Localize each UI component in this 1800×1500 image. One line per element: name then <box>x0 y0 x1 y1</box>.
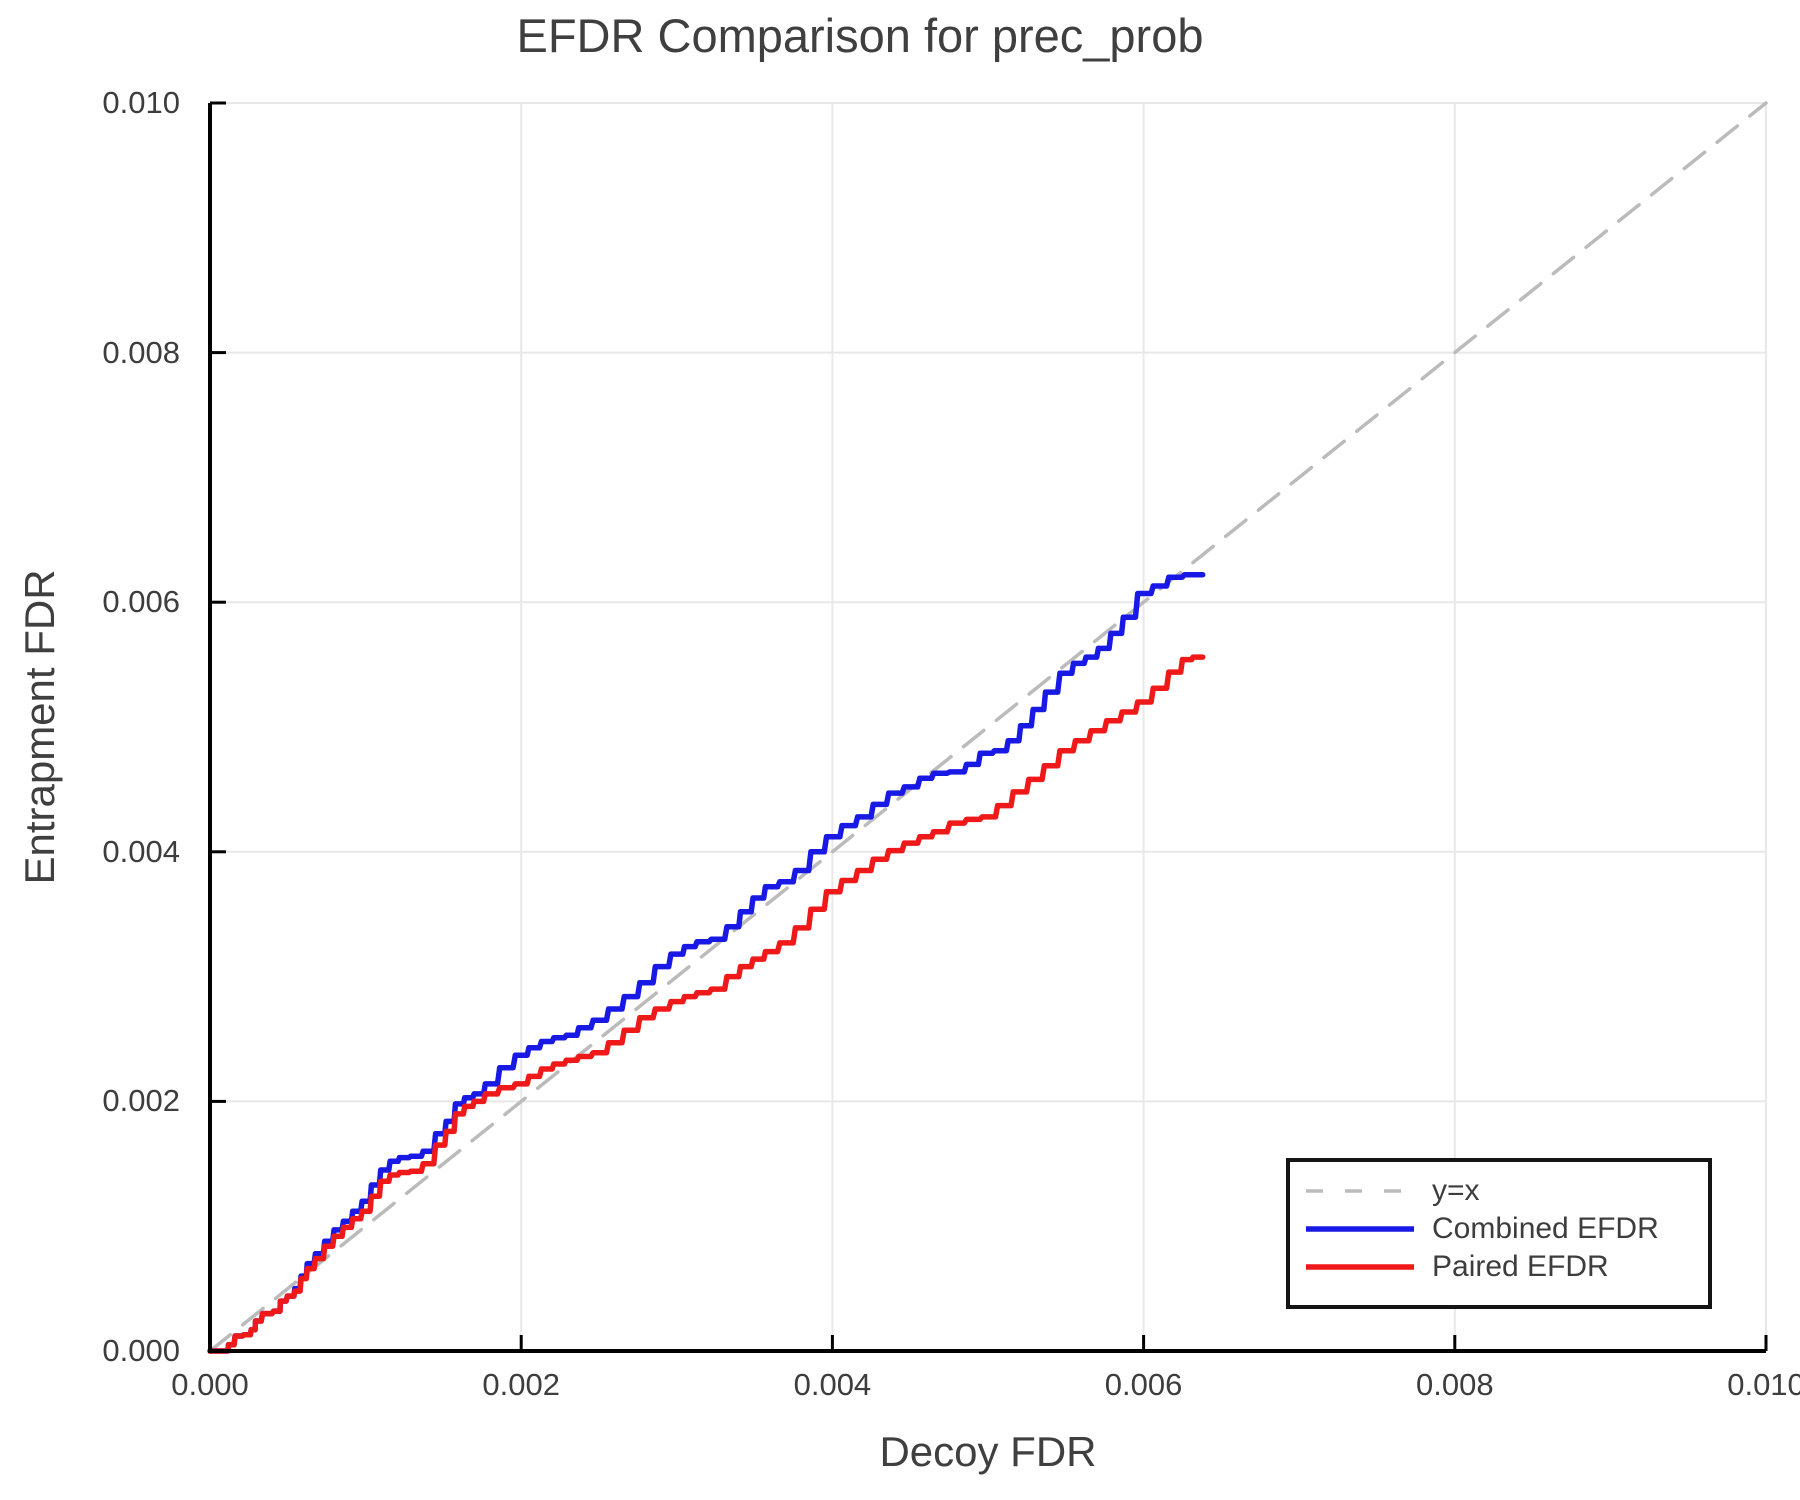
y-tick-label: 0.000 <box>102 1333 180 1368</box>
y-tick-label: 0.002 <box>102 1083 180 1119</box>
x-tick-label: 0.002 <box>482 1367 560 1402</box>
x-tick-labels: 0.000 0.002 0.004 0.006 0.008 0.010 <box>0 1367 1800 1407</box>
y-tick-labels: 0.000 0.002 0.004 0.006 0.008 0.010 <box>0 0 180 1500</box>
series-combined-efdr <box>207 571 1206 1354</box>
legend-label: y=x <box>1432 1174 1480 1207</box>
y-tick-label: 0.006 <box>102 584 180 620</box>
legend-line-sample <box>1306 1226 1414 1232</box>
legend-line-sample <box>1306 1189 1414 1193</box>
legend-item: Combined EFDR <box>1304 1210 1708 1248</box>
legend-box: y=x Combined EFDR Paired EFDR <box>1286 1158 1712 1309</box>
x-tick-label: 0.006 <box>1104 1367 1183 1402</box>
y-tick-label: 0.010 <box>102 85 180 120</box>
legend-item: Paired EFDR <box>1304 1248 1708 1286</box>
series-y-x <box>208 101 1768 1353</box>
legend-line-sample <box>1306 1264 1414 1270</box>
x-tick-label: 0.004 <box>793 1367 872 1402</box>
legend-item: y=x <box>1304 1172 1708 1210</box>
legend-label: Combined EFDR <box>1432 1212 1659 1245</box>
x-tick-label: 0.000 <box>171 1367 249 1402</box>
x-tick-label: 0.010 <box>1727 1367 1800 1402</box>
x-axis-label: Decoy FDR <box>879 1428 1097 1475</box>
y-tick-label: 0.008 <box>102 334 180 370</box>
legend-label: Paired EFDR <box>1432 1250 1609 1283</box>
chart-title: EFDR Comparison for prec_prob <box>516 9 1204 62</box>
y-tick-label: 0.004 <box>102 833 180 869</box>
series-paired-efdr <box>207 654 1206 1354</box>
x-tick-label: 0.008 <box>1416 1367 1494 1402</box>
